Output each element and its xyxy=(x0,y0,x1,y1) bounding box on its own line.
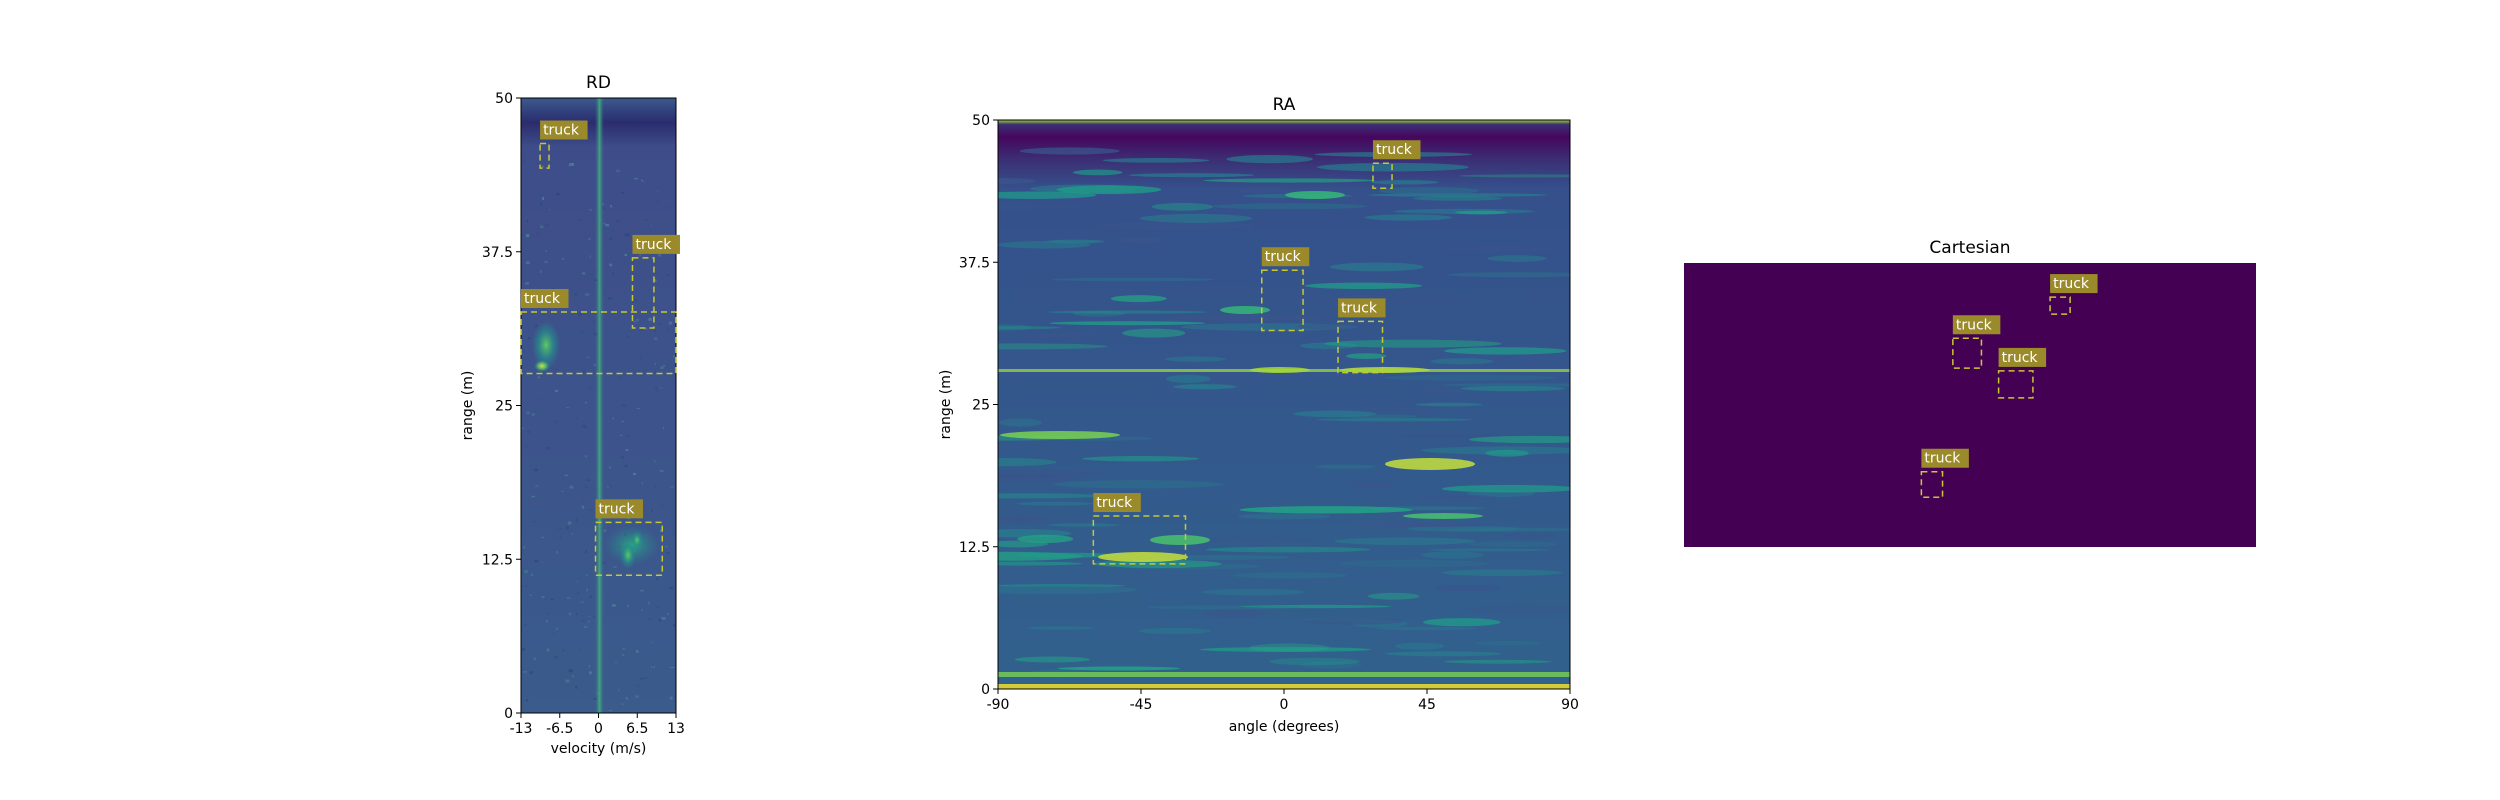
rd-x-tick-label: -13 xyxy=(510,721,533,737)
bounding-box xyxy=(631,257,655,329)
rd-heatmap xyxy=(521,98,676,713)
label-background xyxy=(1952,315,2001,335)
annotation-label: truck xyxy=(1956,317,1993,333)
label-background xyxy=(632,234,680,254)
truck-annotation: truck xyxy=(1997,347,2047,399)
rd-y-label: range (m) xyxy=(460,371,476,441)
annotation-label: truck xyxy=(1376,142,1413,158)
ra-x-ticks: -90 -45 0 45 90 xyxy=(987,689,1579,713)
label-background xyxy=(1338,298,1386,318)
ra-y-tick-label: 25 xyxy=(972,398,990,414)
cartesian-annotations: truck truck truck truck xyxy=(1920,274,2098,499)
rd-x-ticks: -13 -6.5 0 6.5 13 xyxy=(510,713,685,737)
annotation-label: truck xyxy=(2002,350,2039,366)
rd-y-tick-label: 25 xyxy=(495,399,513,415)
label-background xyxy=(595,499,644,519)
ra-x-tick-label: 0 xyxy=(1280,697,1289,713)
ra-panel: RA -90 -45 0 45 90 0 12.5 25 37.5 50 angle (degr… xyxy=(938,95,1579,735)
annotation-label: truck xyxy=(543,123,580,139)
truck-annotation: truck xyxy=(2049,274,2098,315)
rd-y-tick-label: 12.5 xyxy=(482,552,513,568)
truck-annotation: truck xyxy=(1337,298,1386,374)
annotation-label: truck xyxy=(1924,451,1961,467)
truck-annotation: truck xyxy=(1952,315,2001,369)
annotation-label: truck xyxy=(1096,495,1133,511)
ra-x-tick-label: -45 xyxy=(1130,697,1153,713)
label-background xyxy=(1998,347,2047,367)
truck-annotation: truck xyxy=(539,120,588,169)
ra-heatmap xyxy=(998,120,1570,689)
bounding-box xyxy=(1261,269,1304,332)
label-background xyxy=(540,120,588,140)
bounding-box xyxy=(2049,296,2071,315)
cartesian-title: Cartesian xyxy=(1929,238,2010,258)
ra-y-tick-label: 37.5 xyxy=(959,255,990,271)
ra-x-tick-label: -90 xyxy=(987,697,1010,713)
label-background xyxy=(1093,493,1141,513)
rd-y-tick-label: 0 xyxy=(504,706,513,722)
cartesian-heatmap xyxy=(1684,263,2256,547)
rd-x-tick-label: -6.5 xyxy=(546,721,573,737)
ra-y-tick-label: 50 xyxy=(972,113,990,129)
ra-x-tick-label: 90 xyxy=(1561,697,1579,713)
annotation-label: truck xyxy=(635,237,672,253)
truck-annotation: truck xyxy=(1920,448,1969,499)
rd-y-ticks: 0 12.5 25 37.5 50 xyxy=(482,91,521,722)
rd-annotations: truck truck truck truck xyxy=(520,120,680,576)
bounding-box xyxy=(1372,162,1393,190)
ra-annotations: truck truck truck truck xyxy=(1092,140,1421,565)
ra-y-tick-label: 12.5 xyxy=(959,540,990,556)
truck-annotation: truck xyxy=(594,499,664,576)
truck-annotation: truck xyxy=(520,289,677,375)
rd-y-tick-label: 37.5 xyxy=(482,245,513,261)
rd-y-tick-label: 50 xyxy=(495,91,513,107)
annotation-label: truck xyxy=(2053,276,2090,292)
rd-x-tick-label: 0 xyxy=(594,721,603,737)
rd-x-tick-label: 13 xyxy=(667,721,685,737)
ra-x-tick-label: 45 xyxy=(1418,697,1436,713)
bounding-box xyxy=(1920,470,1944,499)
rd-x-tick-label: 6.5 xyxy=(626,721,648,737)
annotation-label: truck xyxy=(524,291,561,307)
annotation-label: truck xyxy=(599,501,636,517)
truck-annotation: truck xyxy=(631,234,680,329)
truck-annotation: truck xyxy=(1092,493,1187,565)
bounding-box xyxy=(594,521,664,576)
truck-annotation: truck xyxy=(1372,140,1421,190)
ra-title: RA xyxy=(1273,95,1296,115)
rd-panel: RD -13 -6.5 0 6.5 13 0 12.5 25 37.5 50 velocity … xyxy=(460,73,685,757)
rd-x-label: velocity (m/s) xyxy=(551,741,647,757)
bounding-box xyxy=(1952,337,1983,369)
label-background xyxy=(1261,247,1310,267)
annotation-label: truck xyxy=(1265,249,1302,265)
label-background xyxy=(1372,140,1421,160)
label-background xyxy=(1921,448,1969,468)
label-background xyxy=(2050,274,2098,294)
label-background xyxy=(521,289,569,309)
cartesian-panel: Cartesian truck truck truck truck xyxy=(1684,238,2256,547)
rd-title: RD xyxy=(586,73,611,93)
truck-annotation: truck xyxy=(1261,247,1310,332)
ra-y-tick-label: 0 xyxy=(981,682,990,698)
bounding-box xyxy=(520,311,677,375)
ra-y-label: range (m) xyxy=(938,370,954,440)
bounding-box xyxy=(1337,320,1384,374)
ra-y-ticks: 0 12.5 25 37.5 50 xyxy=(959,113,998,698)
annotation-label: truck xyxy=(1341,300,1378,316)
bounding-box xyxy=(539,142,550,169)
ra-x-label: angle (degrees) xyxy=(1229,719,1340,735)
